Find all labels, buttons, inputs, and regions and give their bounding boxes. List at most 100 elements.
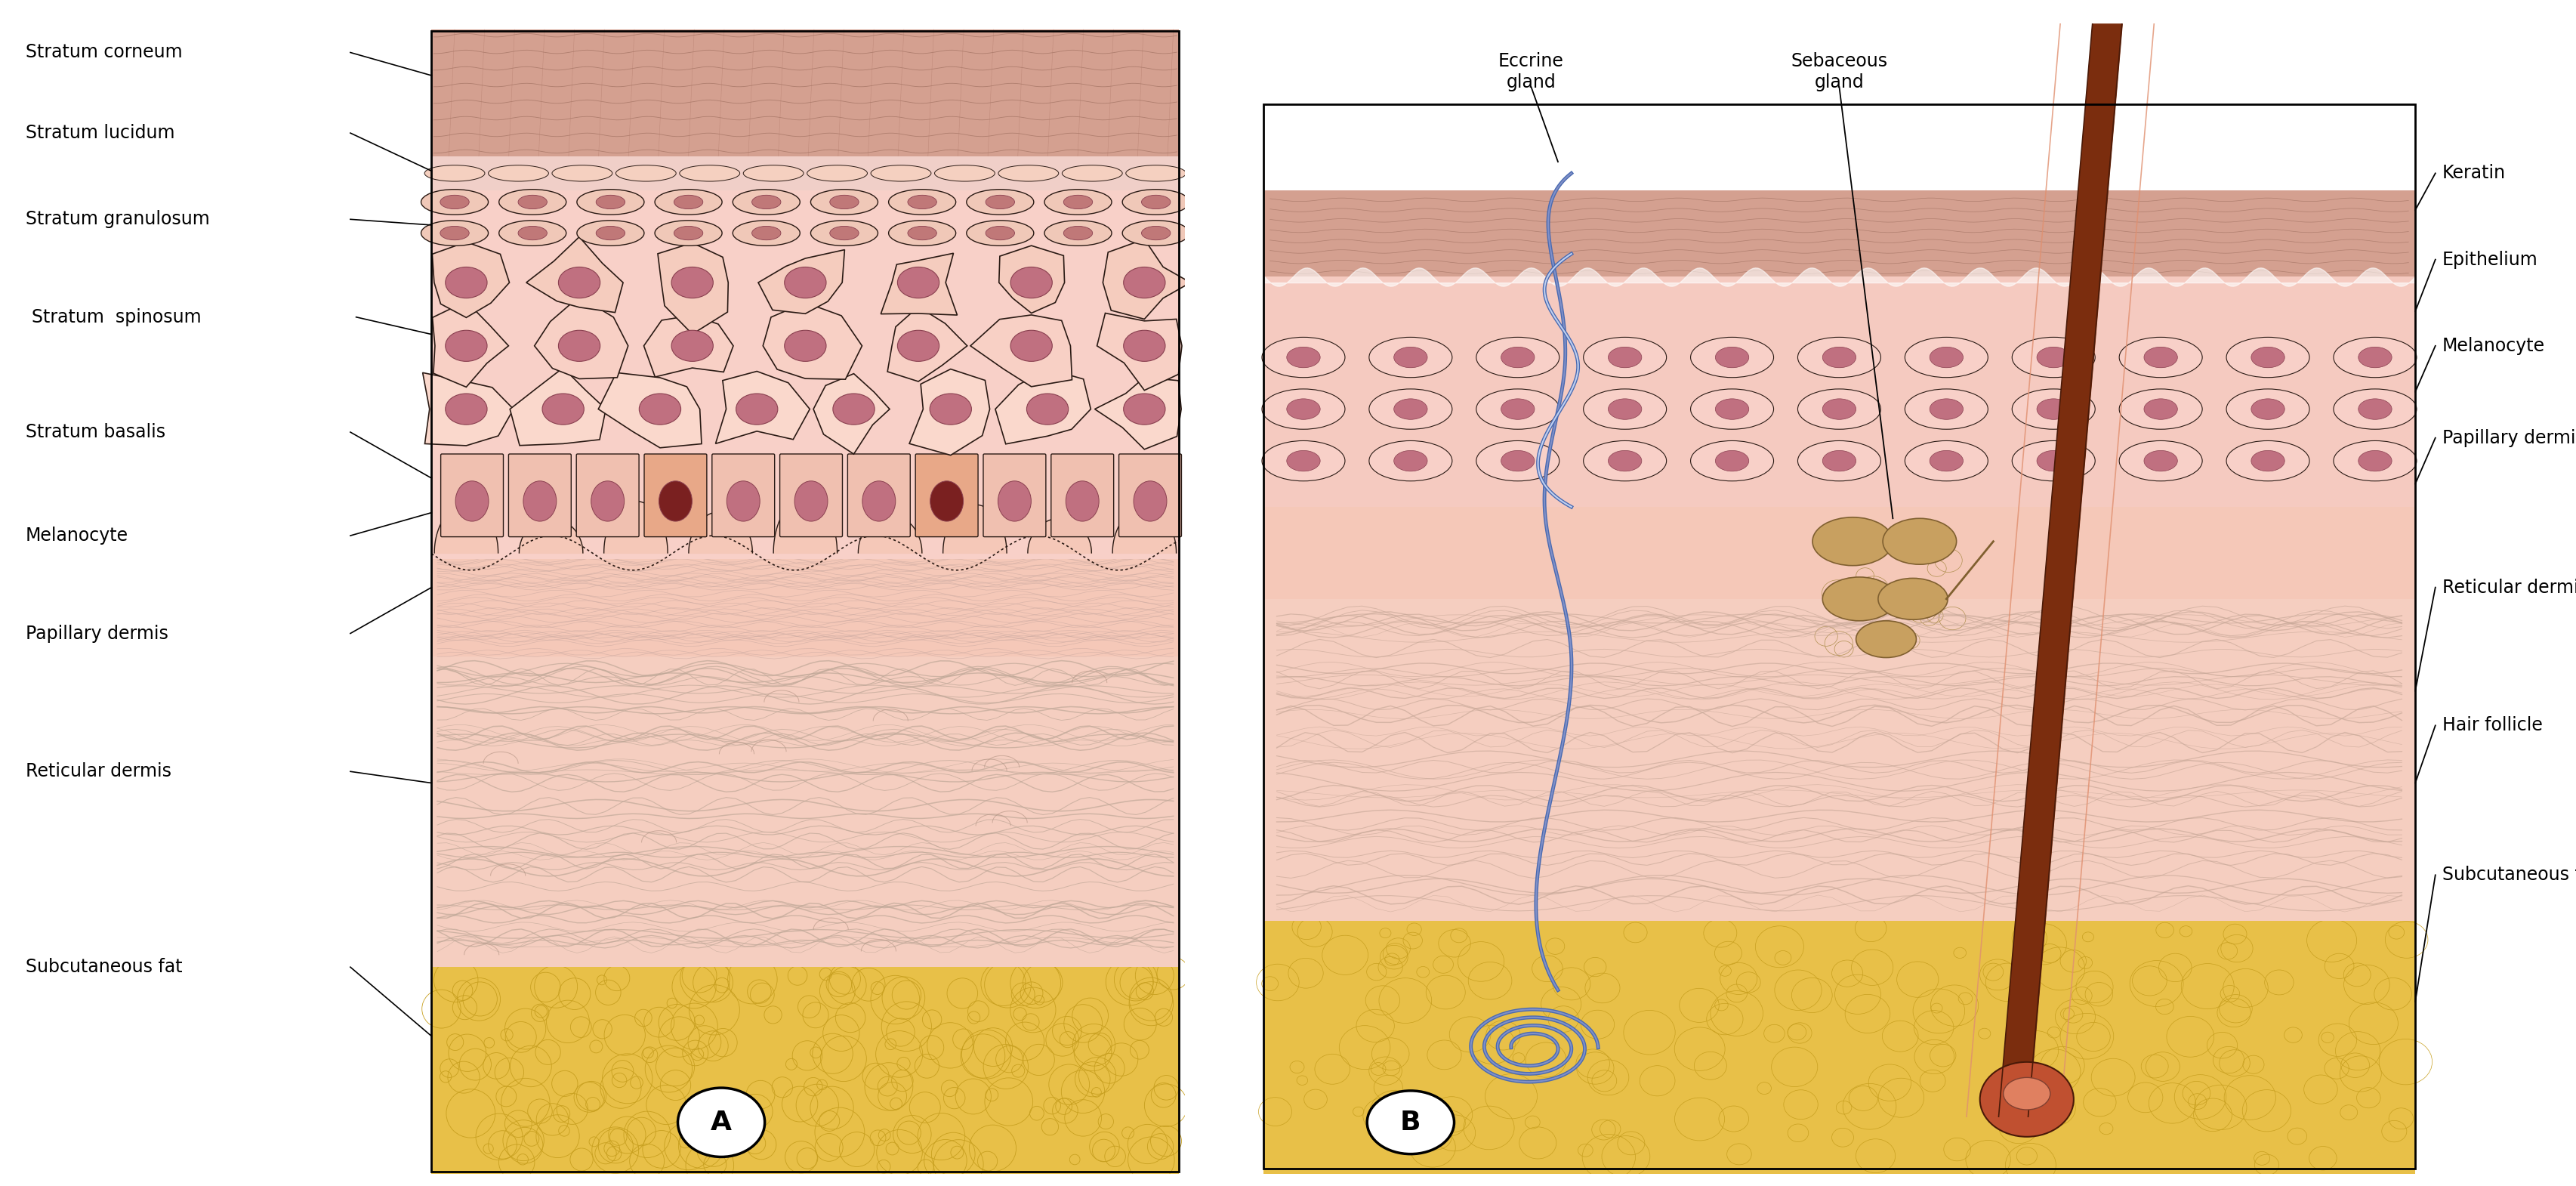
Ellipse shape	[590, 482, 623, 522]
Ellipse shape	[595, 196, 626, 209]
Ellipse shape	[829, 227, 858, 240]
Ellipse shape	[1028, 394, 1069, 425]
Text: Sebaceous
gland: Sebaceous gland	[1790, 52, 1888, 91]
Ellipse shape	[832, 394, 876, 425]
Ellipse shape	[2226, 389, 2311, 429]
Ellipse shape	[871, 165, 930, 181]
Ellipse shape	[1502, 398, 1535, 420]
Ellipse shape	[1716, 347, 1749, 368]
Polygon shape	[971, 315, 1072, 387]
Polygon shape	[598, 372, 701, 448]
Ellipse shape	[1981, 1061, 2074, 1136]
Ellipse shape	[1123, 267, 1164, 298]
Ellipse shape	[2251, 451, 2285, 471]
Ellipse shape	[2334, 441, 2416, 482]
Ellipse shape	[786, 267, 827, 298]
Ellipse shape	[440, 227, 469, 240]
Polygon shape	[814, 374, 889, 454]
Ellipse shape	[930, 394, 971, 425]
Ellipse shape	[675, 196, 703, 209]
Polygon shape	[1095, 377, 1182, 449]
Ellipse shape	[1824, 347, 1855, 368]
FancyBboxPatch shape	[433, 157, 1180, 191]
Polygon shape	[526, 237, 623, 312]
Text: Eccrine
gland: Eccrine gland	[1499, 52, 1564, 91]
Ellipse shape	[732, 221, 801, 246]
FancyBboxPatch shape	[1262, 191, 2416, 276]
FancyBboxPatch shape	[914, 454, 979, 537]
Text: Stratum basalis: Stratum basalis	[26, 423, 165, 441]
Ellipse shape	[2120, 337, 2202, 377]
Ellipse shape	[1929, 451, 1963, 471]
Ellipse shape	[726, 482, 760, 522]
Polygon shape	[994, 369, 1090, 444]
Ellipse shape	[577, 190, 644, 215]
Ellipse shape	[1126, 165, 1185, 181]
Ellipse shape	[1368, 1091, 1453, 1154]
FancyBboxPatch shape	[1262, 472, 2416, 599]
FancyBboxPatch shape	[644, 454, 706, 537]
FancyBboxPatch shape	[984, 454, 1046, 537]
Polygon shape	[433, 301, 507, 387]
Ellipse shape	[420, 221, 489, 246]
Ellipse shape	[752, 227, 781, 240]
Polygon shape	[510, 368, 605, 446]
Ellipse shape	[1288, 347, 1319, 368]
Ellipse shape	[420, 190, 489, 215]
Ellipse shape	[1262, 337, 1345, 377]
Ellipse shape	[889, 190, 956, 215]
Ellipse shape	[518, 227, 546, 240]
Ellipse shape	[2360, 398, 2391, 420]
Ellipse shape	[1929, 347, 1963, 368]
Ellipse shape	[677, 1088, 765, 1156]
Ellipse shape	[544, 394, 585, 425]
Text: Subcutaneous fat: Subcutaneous fat	[26, 958, 183, 976]
Ellipse shape	[595, 227, 626, 240]
Ellipse shape	[987, 196, 1015, 209]
Ellipse shape	[1824, 398, 1855, 420]
Ellipse shape	[1010, 267, 1051, 298]
Ellipse shape	[1141, 196, 1170, 209]
Ellipse shape	[559, 267, 600, 298]
Text: Stratum granulosum: Stratum granulosum	[26, 210, 209, 229]
FancyBboxPatch shape	[781, 454, 842, 537]
Text: Stratum  spinosum: Stratum spinosum	[31, 308, 201, 326]
Ellipse shape	[2334, 337, 2416, 377]
FancyBboxPatch shape	[1051, 454, 1113, 537]
Ellipse shape	[1690, 337, 1775, 377]
Ellipse shape	[1133, 482, 1167, 522]
Ellipse shape	[1064, 227, 1092, 240]
Polygon shape	[422, 372, 513, 446]
Ellipse shape	[1798, 337, 1880, 377]
Ellipse shape	[2143, 347, 2177, 368]
Ellipse shape	[1123, 190, 1190, 215]
Text: Papillary dermis: Papillary dermis	[2442, 429, 2576, 447]
Ellipse shape	[1607, 347, 1641, 368]
Ellipse shape	[559, 331, 600, 362]
Ellipse shape	[1798, 389, 1880, 429]
FancyBboxPatch shape	[848, 454, 909, 537]
Ellipse shape	[1904, 389, 1989, 429]
Ellipse shape	[659, 482, 693, 522]
Ellipse shape	[966, 190, 1033, 215]
Ellipse shape	[935, 165, 994, 181]
Ellipse shape	[2012, 441, 2094, 482]
FancyBboxPatch shape	[577, 454, 639, 537]
Ellipse shape	[672, 331, 714, 362]
Polygon shape	[1103, 240, 1190, 319]
Ellipse shape	[811, 221, 878, 246]
Ellipse shape	[1010, 331, 1051, 362]
Ellipse shape	[523, 482, 556, 522]
Ellipse shape	[896, 267, 940, 298]
Ellipse shape	[2012, 337, 2094, 377]
Ellipse shape	[1123, 221, 1190, 246]
Polygon shape	[881, 254, 958, 315]
Ellipse shape	[1821, 578, 1896, 620]
Ellipse shape	[1123, 394, 1164, 425]
FancyBboxPatch shape	[433, 484, 1180, 657]
Ellipse shape	[896, 331, 940, 362]
Polygon shape	[657, 243, 729, 334]
Ellipse shape	[1878, 579, 1947, 619]
Ellipse shape	[672, 267, 714, 298]
FancyBboxPatch shape	[433, 30, 1180, 157]
